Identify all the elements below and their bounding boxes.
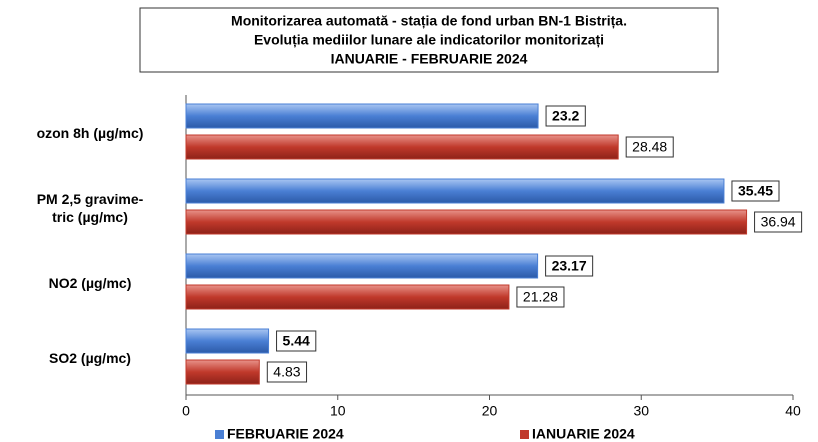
- data-label: 5.44: [283, 333, 310, 349]
- x-tick-label: 10: [330, 403, 346, 419]
- bar: [185, 103, 539, 129]
- data-label-box: [731, 180, 780, 202]
- bar: [185, 359, 260, 385]
- bar: [185, 284, 510, 310]
- data-label-box: [625, 136, 674, 158]
- x-tick-label: 0: [182, 403, 190, 419]
- y-tick-label: NO2 (µg/mc): [48, 275, 132, 291]
- data-label-box: [276, 330, 317, 352]
- data-label: 35.45: [738, 183, 773, 199]
- y-tick-label: PM 2,5 gravime- tric (µg/mc): [36, 191, 144, 225]
- data-label: 23.17: [552, 258, 587, 274]
- data-label-box: [516, 286, 565, 308]
- data-label: 36.94: [761, 214, 796, 230]
- y-tick-label: ozon 8h (µg/mc): [36, 125, 144, 141]
- chart-title: Monitorizarea automată - stația de fond …: [231, 13, 627, 29]
- chart-title: Evoluția mediilor lunare ale indicatoril…: [254, 32, 604, 48]
- data-label-box: [266, 361, 308, 383]
- x-tick-label: 30: [633, 403, 649, 419]
- data-label: 28.48: [632, 139, 667, 155]
- bar: [185, 328, 270, 354]
- bar: [185, 178, 725, 204]
- chart-title: IANUARIE - FEBRUARIE 2024: [331, 51, 528, 67]
- bar: [185, 253, 539, 279]
- data-label-box: [545, 255, 594, 277]
- data-label: 23.2: [552, 108, 579, 124]
- bar: [185, 134, 619, 160]
- legend-swatch: [520, 430, 529, 439]
- data-label: 4.83: [273, 364, 300, 380]
- data-label: 21.28: [523, 289, 558, 305]
- x-tick-label: 20: [482, 403, 498, 419]
- legend-label: FEBRUARIE 2024: [227, 426, 344, 442]
- data-label-box: [754, 211, 803, 233]
- x-tick-label: 40: [785, 403, 801, 419]
- legend-label: IANUARIE 2024: [532, 426, 635, 442]
- data-label-box: [545, 105, 586, 127]
- y-tick-label: SO2 (µg/mc): [49, 350, 131, 366]
- bar: [185, 209, 748, 235]
- legend-swatch: [215, 430, 224, 439]
- title-box: [139, 7, 719, 73]
